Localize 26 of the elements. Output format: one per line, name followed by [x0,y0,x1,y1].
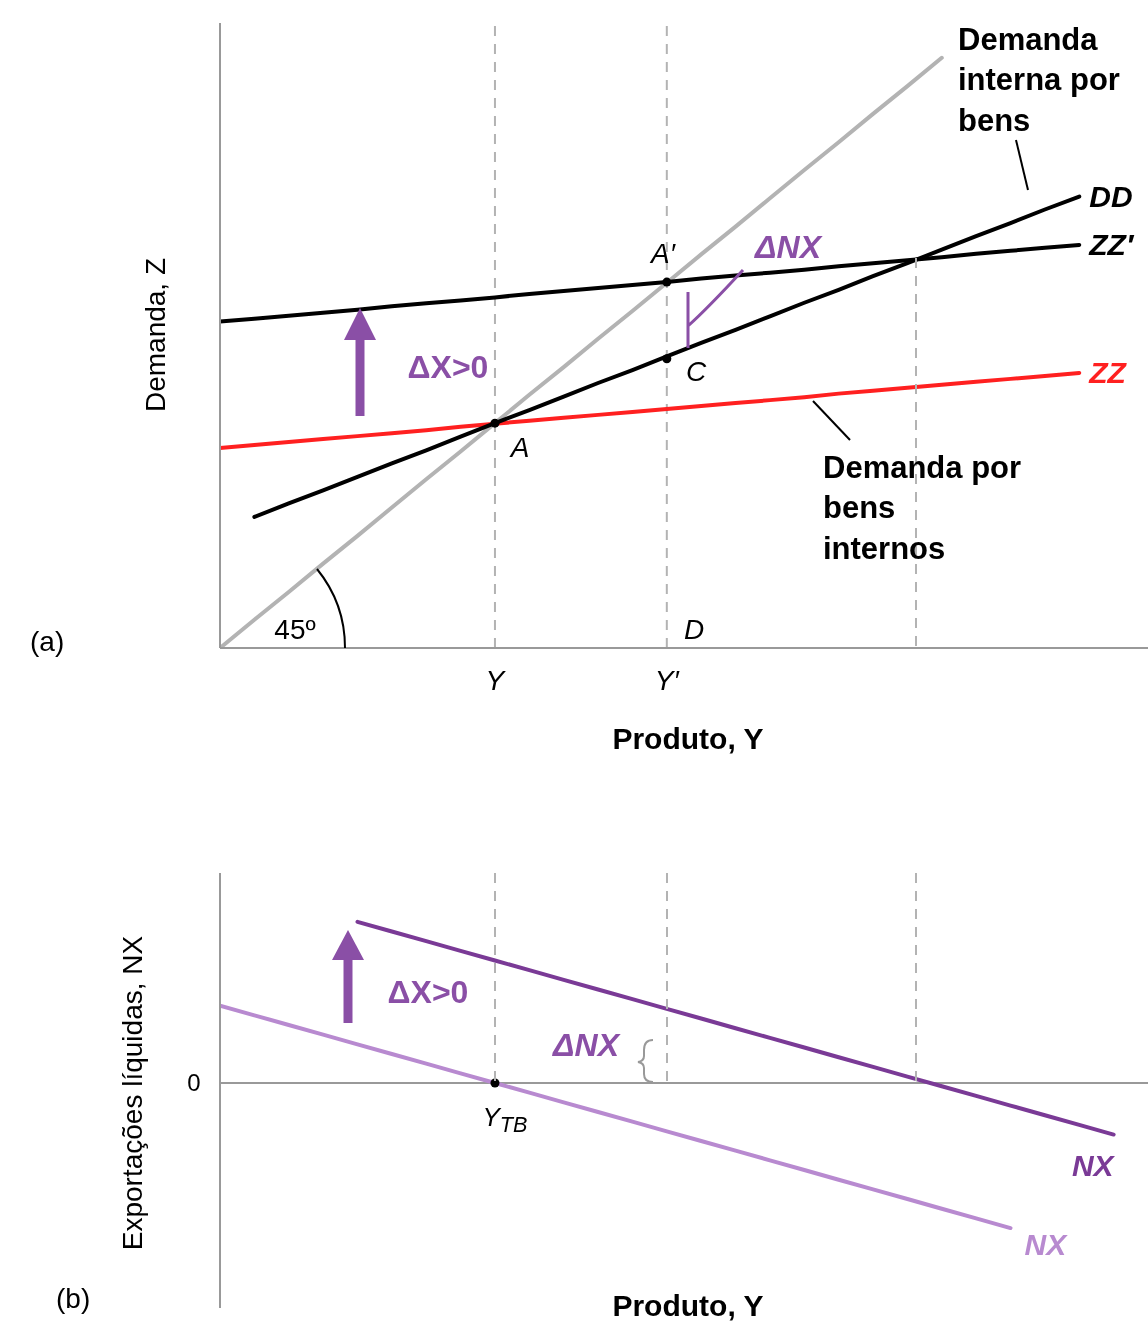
annotation: Demanda por bens internos [823,448,1023,568]
annotation: Y$_{TB}$ [482,1100,528,1139]
x-tick-label: Y [485,664,507,696]
annotation: ΔX>0 [387,973,469,1013]
series-label: NX [1024,1228,1067,1263]
series-label: DD [1089,179,1133,214]
series-label: NX [1071,1148,1114,1183]
annotation: C [685,354,707,389]
text: 0 [187,1068,201,1099]
annotation: A [510,430,530,465]
series-label: ZZ′ [1089,227,1134,262]
annotation: A′ [651,236,675,271]
annotation: ΔNX [553,1026,619,1066]
annotation: ΔX>0 [407,348,489,388]
annotation: Demanda interna por bens [958,20,1121,140]
annotation: ΔNX [755,228,821,268]
annotation: D [683,612,705,647]
text: (b) [56,1283,91,1315]
y-axis-title: Demanda, Z [140,257,172,413]
text: (a) [30,626,65,658]
y-axis-title: Exportações líquidas, NX [117,935,149,1251]
x-axis-title: Produto, Y [612,722,764,756]
series-label: ZZ [1089,355,1126,390]
annotation: 45º [274,612,316,647]
x-axis-title: Produto, Y [612,1289,764,1323]
x-tick-label: Y′ [654,664,681,696]
